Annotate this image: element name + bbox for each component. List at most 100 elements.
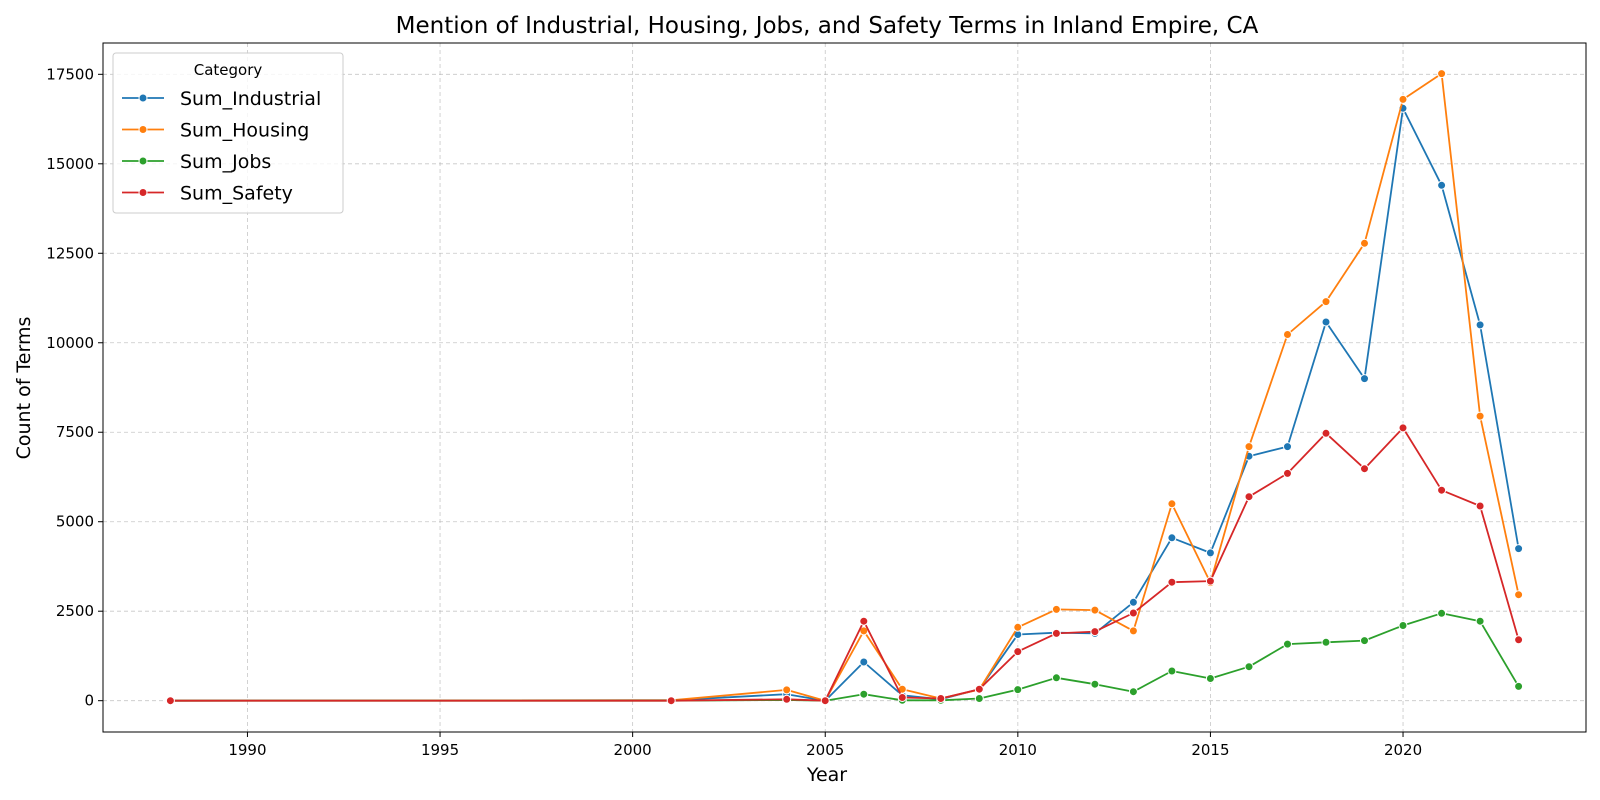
data-point-sum-safety (974, 684, 984, 694)
legend-label: Sum_Safety (180, 183, 293, 205)
legend-label: Sum_Jobs (180, 151, 271, 173)
data-point-sum-industrial (1283, 442, 1292, 452)
chart-title: Mention of Industrial, Housing, Jobs, an… (396, 13, 1259, 39)
data-point-sum-safety (1051, 628, 1061, 638)
data-point-sum-housing (1475, 411, 1485, 421)
series-line-sum-safety (170, 426, 1520, 702)
data-point-sum-housing (1398, 94, 1408, 104)
data-point-sum-industrial (1475, 320, 1485, 330)
legend: Category Sum_Industrial Sum_Housing Sum_Job… (112, 52, 344, 214)
legend-title: Category (194, 61, 263, 79)
grid-lines (103, 43, 1586, 732)
legend-label: Sum_Housing (180, 120, 309, 142)
x-tick-label: 2010 (999, 741, 1037, 759)
data-point-sum-housing (782, 685, 792, 695)
data-point-sum-safety (897, 693, 907, 702)
data-point-sum-industrial (1205, 548, 1215, 558)
data-point-sum-industrial (1437, 180, 1447, 190)
data-point-sum-jobs (974, 694, 984, 703)
data-point-sum-jobs (1205, 674, 1215, 683)
series-sum-safety (165, 423, 1524, 706)
data-point-sum-industrial (1167, 533, 1177, 543)
x-tick-label: 2015 (1191, 741, 1229, 759)
legend-swatch-marker (138, 93, 148, 103)
data-point-sum-safety (1360, 464, 1369, 474)
data-point-sum-safety (666, 696, 676, 706)
data-point-sum-housing (1128, 626, 1138, 636)
x-tick-label: 2005 (806, 741, 844, 759)
data-point-sum-safety (1205, 576, 1215, 586)
y-tick-label: 15000 (46, 155, 94, 173)
x-tick-label: 1990 (228, 741, 266, 759)
data-point-sum-housing (1051, 604, 1061, 614)
data-point-sum-jobs (1244, 662, 1254, 672)
legend-item: Sum_Jobs (122, 151, 271, 173)
data-point-sum-industrial (859, 657, 869, 667)
y-tick-label: 0 (84, 692, 94, 710)
x-axis-ticks: 1990 1995 2000 2005 2010 2015 2020 (228, 732, 1422, 759)
data-point-sum-industrial (1514, 544, 1524, 554)
series-layer (165, 69, 1524, 706)
data-point-sum-housing (1244, 442, 1254, 452)
data-point-sum-jobs (1514, 681, 1524, 691)
data-point-sum-safety (1321, 428, 1331, 438)
data-point-sum-jobs (1128, 687, 1138, 697)
y-tick-label: 12500 (46, 244, 94, 262)
data-point-sum-safety (1283, 468, 1292, 478)
x-tick-label: 2020 (1384, 741, 1422, 759)
legend-swatch-marker (138, 156, 148, 166)
y-tick-label: 7500 (56, 423, 94, 441)
data-point-sum-safety (1398, 423, 1408, 433)
data-point-sum-jobs (1283, 639, 1292, 649)
data-point-sum-jobs (1090, 679, 1100, 689)
data-point-sum-housing (1283, 330, 1292, 339)
data-point-sum-housing (1360, 238, 1369, 248)
data-point-sum-jobs (1437, 608, 1447, 618)
legend-label: Sum_Industrial (180, 88, 321, 110)
data-point-sum-housing (1321, 297, 1331, 307)
data-point-sum-safety (1128, 608, 1138, 618)
data-point-sum-industrial (1128, 597, 1138, 607)
data-point-sum-jobs (1167, 666, 1177, 676)
y-tick-label: 10000 (46, 334, 94, 352)
x-tick-label: 2000 (614, 741, 652, 759)
y-axis-label: Count of Terms (13, 317, 35, 460)
x-axis-label: Year (806, 764, 847, 786)
legend-item: Sum_Safety (122, 183, 293, 205)
y-tick-label: 2500 (56, 602, 94, 620)
data-point-sum-safety (1514, 635, 1524, 645)
legend-box (112, 52, 344, 214)
series-line-sum-housing (170, 72, 1520, 702)
series-line-sum-jobs (170, 612, 1520, 702)
data-point-sum-safety (782, 694, 792, 704)
data-point-sum-jobs (1013, 685, 1023, 695)
data-point-sum-industrial (1321, 317, 1331, 327)
data-point-sum-jobs (1398, 621, 1408, 630)
data-point-sum-jobs (1360, 636, 1369, 646)
data-point-sum-safety (1437, 485, 1447, 495)
series-sum-jobs (165, 608, 1524, 706)
data-point-sum-safety (1475, 501, 1485, 511)
data-point-sum-safety (1244, 492, 1254, 502)
data-point-sum-safety (820, 696, 830, 706)
data-point-sum-housing (1090, 605, 1100, 615)
y-tick-label: 17500 (46, 65, 94, 83)
data-point-sum-jobs (1321, 637, 1331, 647)
data-point-sum-safety (859, 616, 869, 626)
y-tick-label: 5000 (56, 513, 94, 531)
data-point-sum-housing (1437, 69, 1447, 79)
data-point-sum-safety (165, 696, 175, 706)
legend-swatch-marker (138, 125, 148, 134)
legend-item: Sum_Housing (122, 120, 309, 142)
data-point-sum-safety (1090, 627, 1100, 637)
data-point-sum-housing (1514, 590, 1524, 600)
x-tick-label: 1995 (421, 741, 459, 759)
series-sum-housing (165, 69, 1524, 706)
series-sum-industrial (165, 103, 1524, 706)
y-axis-ticks: 0 2500 5000 7500 10000 12500 15000 17500 (46, 65, 103, 710)
data-point-sum-jobs (1051, 673, 1061, 683)
legend-swatch-marker (138, 188, 148, 197)
data-point-sum-safety (936, 694, 946, 703)
data-point-sum-industrial (1360, 374, 1369, 384)
legend-item: Sum_Industrial (122, 88, 321, 110)
